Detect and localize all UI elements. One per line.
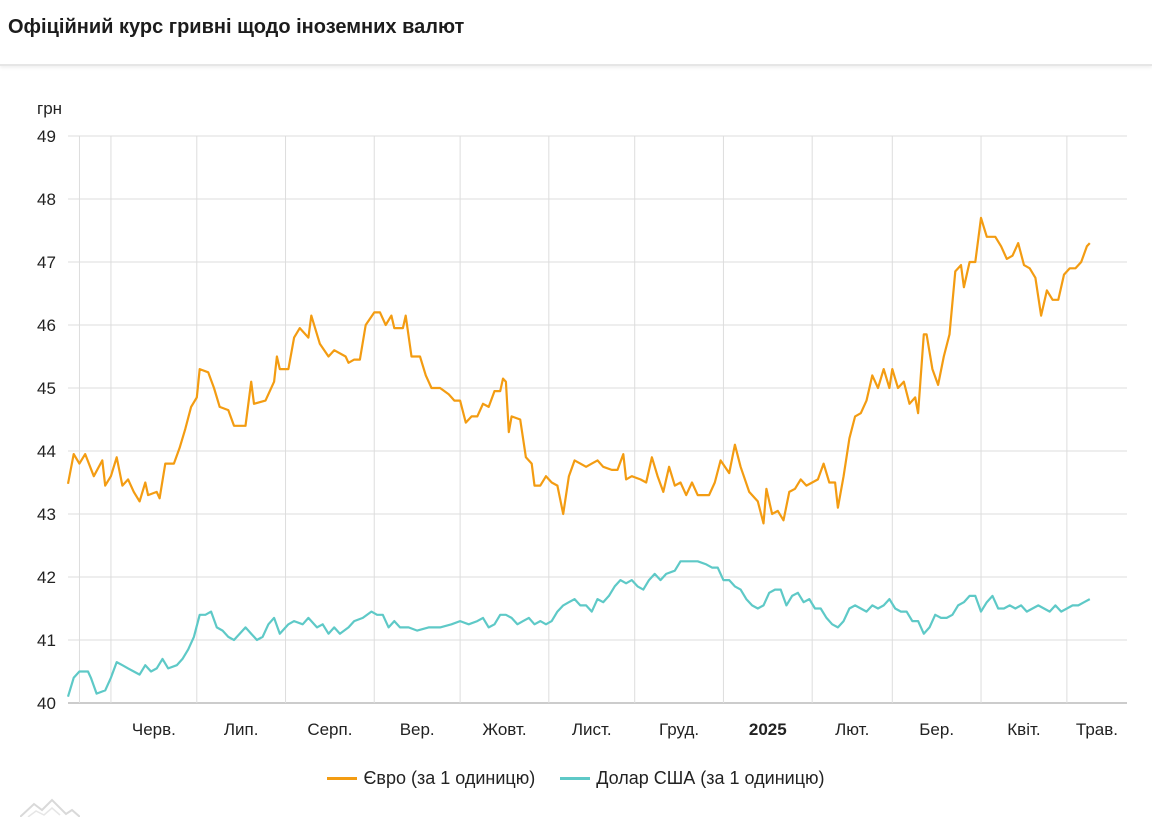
page-title: Офіційний курс гривні щодо іноземних вал… [8, 16, 465, 38]
y-tick-label: 45 [37, 379, 56, 398]
x-tick-label: Лип. [224, 720, 259, 739]
y-tick-label: 43 [37, 505, 56, 524]
y-tick-label: 42 [37, 568, 56, 587]
x-tick-label: Лист. [572, 720, 612, 739]
y-tick-label: 40 [37, 694, 56, 713]
legend-item-usd[interactable]: Долар США (за 1 одиницю) [560, 768, 825, 789]
series-line-euro [66, 216, 1091, 525]
line-chart: 40 41 42 43 44 45 46 47 48 49 грн Черв. Лип. Серп. Вер… [37, 99, 1127, 739]
chart-legend: Євро (за 1 одиницю) Долар США (за 1 один… [0, 764, 1152, 789]
x-tick-label: Лют. [835, 720, 869, 739]
y-tick-label: 41 [37, 631, 56, 650]
legend-item-euro[interactable]: Євро (за 1 одиницю) [327, 768, 535, 789]
y-tick-label: 48 [37, 190, 56, 209]
y-tick-label: 46 [37, 316, 56, 335]
x-tick-label: Серп. [307, 720, 352, 739]
page-header: Офіційний курс гривні щодо іноземних вал… [0, 0, 1152, 66]
y-tick-label: 47 [37, 253, 56, 272]
x-tick-label: Трав. [1076, 720, 1118, 739]
series-line-usd [66, 560, 1091, 698]
legend-swatch-usd [560, 777, 591, 780]
y-tick-label: 49 [37, 127, 56, 146]
x-tick-label: Квіт. [1007, 720, 1040, 739]
x-tick-label: Жовт. [482, 720, 526, 739]
x-tick-label: Бер. [919, 720, 954, 739]
mountain-logo-icon [20, 798, 80, 817]
y-unit-label: грн [37, 99, 62, 118]
y-tick-label: 44 [37, 442, 56, 461]
x-tick-label: Черв. [132, 720, 176, 739]
legend-label-usd: Долар США (за 1 одиницю) [596, 768, 825, 788]
legend-label-euro: Євро (за 1 одиницю) [363, 768, 536, 788]
x-tick-label: Груд. [659, 720, 699, 739]
legend-swatch-euro [327, 777, 358, 780]
x-tick-label: Вер. [400, 720, 435, 739]
x-tick-label: 2025 [749, 720, 787, 739]
